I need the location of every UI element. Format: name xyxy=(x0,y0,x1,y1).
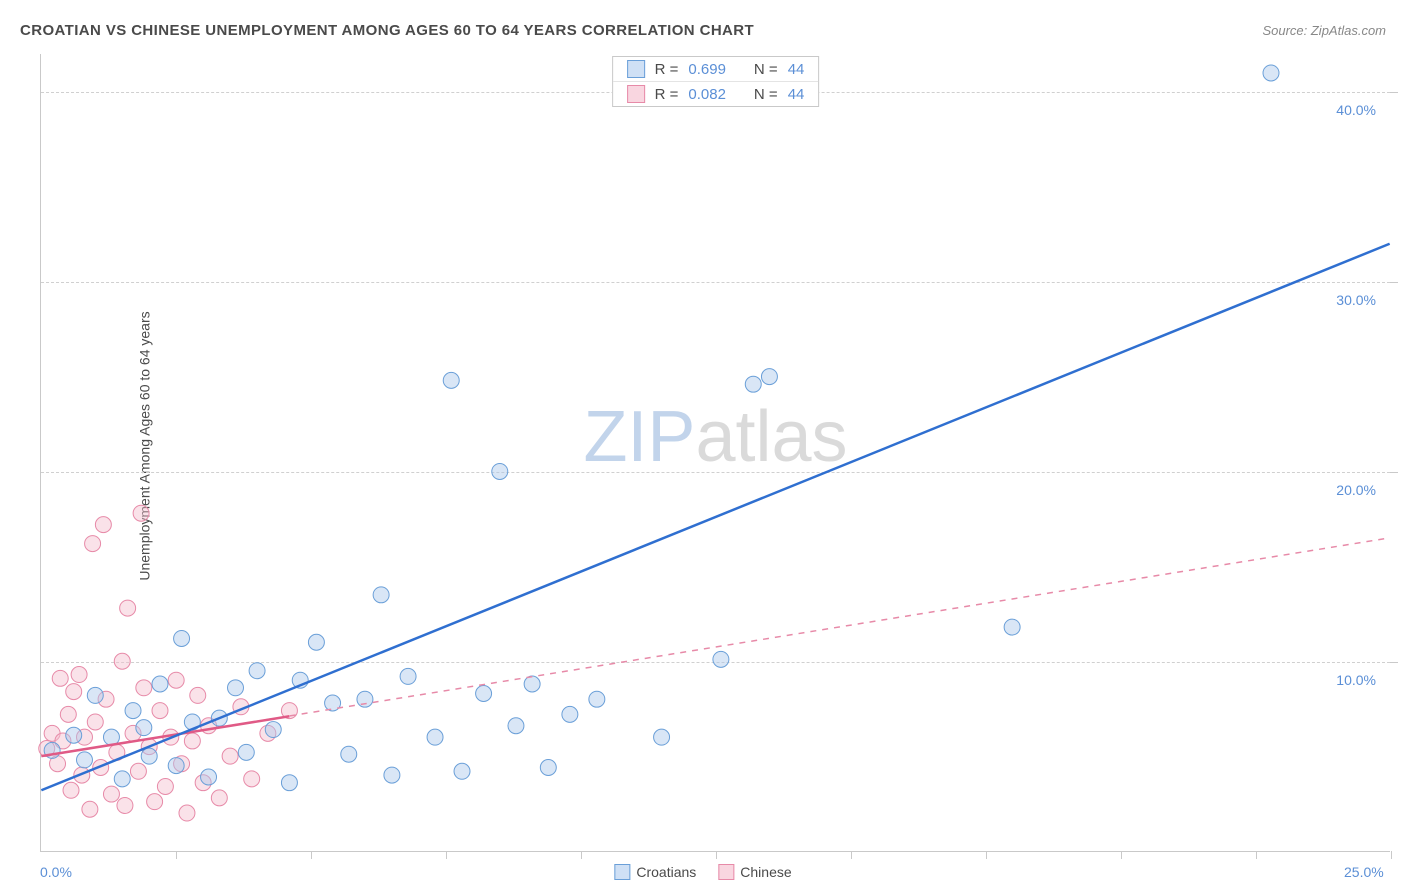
n-value-croatians: 44 xyxy=(788,61,805,78)
scatter-point-croatians xyxy=(589,691,605,707)
r-label: R = xyxy=(655,61,679,78)
scatter-point-croatians xyxy=(373,587,389,603)
scatter-point-croatians xyxy=(201,769,217,785)
source-attribution: Source: ZipAtlas.com xyxy=(1262,23,1386,38)
scatter-point-croatians xyxy=(174,630,190,646)
scatter-point-chinese xyxy=(136,680,152,696)
scatter-point-croatians xyxy=(492,463,508,479)
scatter-point-croatians xyxy=(281,775,297,791)
scatter-point-croatians xyxy=(1004,619,1020,635)
scatter-point-croatians xyxy=(745,376,761,392)
scatter-point-chinese xyxy=(157,778,173,794)
n-label: N = xyxy=(754,86,778,103)
scatter-point-croatians xyxy=(1263,65,1279,81)
scatter-point-chinese xyxy=(179,805,195,821)
scatter-point-croatians xyxy=(168,758,184,774)
legend-row-croatians: R = 0.699 N = 44 xyxy=(613,57,819,81)
x-axis-start-label: 0.0% xyxy=(40,864,72,880)
scatter-point-chinese xyxy=(130,763,146,779)
scatter-point-chinese xyxy=(95,517,111,533)
scatter-point-chinese xyxy=(60,706,76,722)
chart-plot-area: ZIPatlas 10.0%20.0%30.0%40.0% R = 0.699 … xyxy=(40,54,1390,852)
swatch-croatians xyxy=(627,60,645,78)
scatter-point-croatians xyxy=(443,372,459,388)
scatter-point-croatians xyxy=(77,752,93,768)
scatter-point-chinese xyxy=(66,684,82,700)
scatter-point-croatians xyxy=(125,703,141,719)
scatter-point-chinese xyxy=(147,794,163,810)
scatter-point-croatians xyxy=(384,767,400,783)
chart-header: CROATIAN VS CHINESE UNEMPLOYMENT AMONG A… xyxy=(0,0,1406,46)
legend-row-chinese: R = 0.082 N = 44 xyxy=(613,81,819,106)
scatter-point-croatians xyxy=(141,748,157,764)
scatter-point-chinese xyxy=(184,733,200,749)
scatter-point-croatians xyxy=(249,663,265,679)
scatter-point-chinese xyxy=(222,748,238,764)
scatter-point-chinese xyxy=(117,797,133,813)
scatter-point-chinese xyxy=(120,600,136,616)
scatter-point-croatians xyxy=(114,771,130,787)
scatter-point-croatians xyxy=(454,763,470,779)
series-legend: Croatians Chinese xyxy=(614,864,791,880)
scatter-point-croatians xyxy=(357,691,373,707)
scatter-point-chinese xyxy=(71,667,87,683)
scatter-point-croatians xyxy=(66,727,82,743)
scatter-point-chinese xyxy=(63,782,79,798)
scatter-svg xyxy=(41,54,1390,851)
legend-label-chinese: Chinese xyxy=(740,864,791,880)
scatter-point-chinese xyxy=(85,536,101,552)
scatter-point-croatians xyxy=(476,686,492,702)
scatter-point-croatians xyxy=(136,720,152,736)
swatch-croatians xyxy=(614,864,630,880)
scatter-point-croatians xyxy=(508,718,524,734)
scatter-point-chinese xyxy=(190,687,206,703)
scatter-point-croatians xyxy=(540,760,556,776)
r-value-croatians: 0.699 xyxy=(688,61,726,78)
legend-label-croatians: Croatians xyxy=(636,864,696,880)
chart-title: CROATIAN VS CHINESE UNEMPLOYMENT AMONG A… xyxy=(20,22,754,39)
n-label: N = xyxy=(754,61,778,78)
legend-item-chinese: Chinese xyxy=(718,864,791,880)
scatter-point-chinese xyxy=(244,771,260,787)
scatter-point-croatians xyxy=(265,722,281,738)
swatch-chinese xyxy=(627,85,645,103)
scatter-point-chinese xyxy=(152,703,168,719)
scatter-point-croatians xyxy=(761,369,777,385)
n-value-chinese: 44 xyxy=(788,86,805,103)
scatter-point-chinese xyxy=(87,714,103,730)
scatter-point-croatians xyxy=(87,687,103,703)
swatch-chinese xyxy=(718,864,734,880)
r-label: R = xyxy=(655,86,679,103)
scatter-point-chinese xyxy=(103,786,119,802)
scatter-point-chinese xyxy=(114,653,130,669)
scatter-point-chinese xyxy=(133,505,149,521)
scatter-point-chinese xyxy=(168,672,184,688)
scatter-point-croatians xyxy=(228,680,244,696)
scatter-point-croatians xyxy=(152,676,168,692)
scatter-point-croatians xyxy=(308,634,324,650)
scatter-point-chinese xyxy=(52,670,68,686)
scatter-point-croatians xyxy=(400,668,416,684)
scatter-point-croatians xyxy=(427,729,443,745)
correlation-legend: R = 0.699 N = 44 R = 0.082 N = 44 xyxy=(612,56,820,107)
r-value-chinese: 0.082 xyxy=(688,86,726,103)
scatter-point-chinese xyxy=(211,790,227,806)
scatter-point-croatians xyxy=(562,706,578,722)
scatter-point-croatians xyxy=(341,746,357,762)
scatter-point-chinese xyxy=(82,801,98,817)
scatter-point-croatians xyxy=(654,729,670,745)
scatter-point-croatians xyxy=(238,744,254,760)
legend-item-croatians: Croatians xyxy=(614,864,696,880)
x-axis-end-label: 25.0% xyxy=(1344,864,1384,880)
scatter-point-croatians xyxy=(713,651,729,667)
scatter-point-croatians xyxy=(524,676,540,692)
